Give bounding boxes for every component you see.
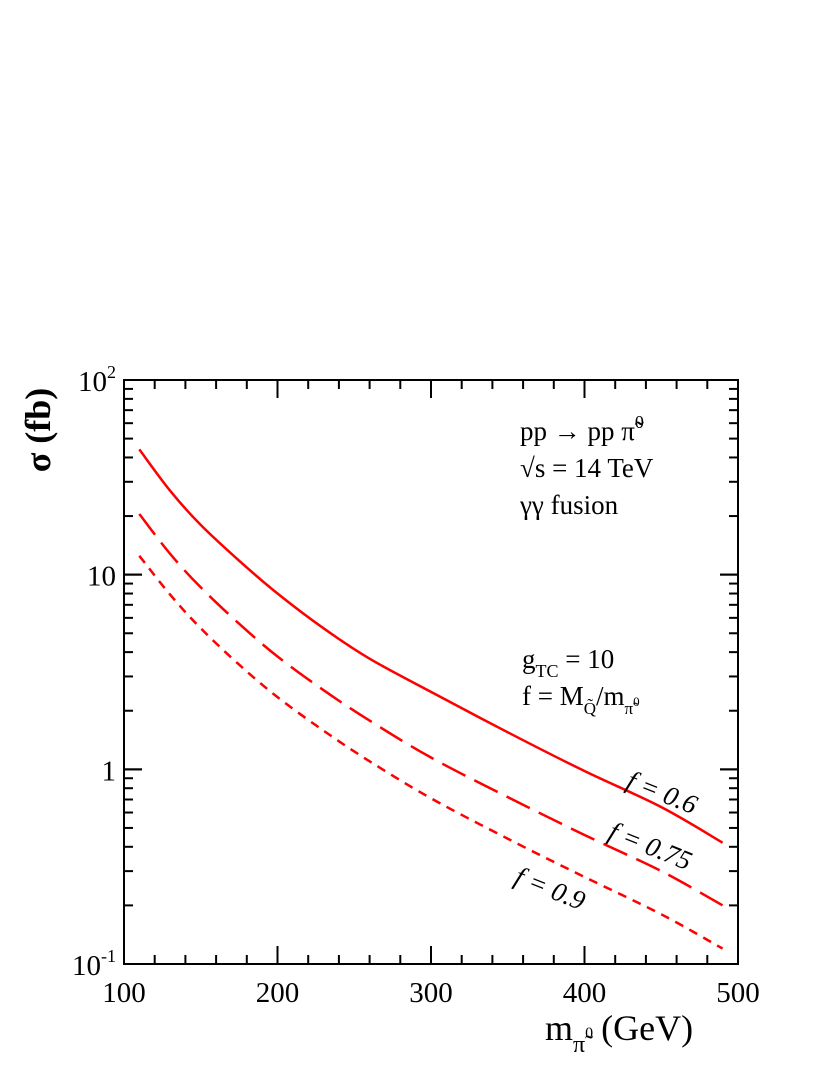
x-tick-label: 500 bbox=[716, 977, 760, 1009]
series-line-2 bbox=[138, 555, 724, 950]
y-tick-label: 1 bbox=[102, 755, 117, 787]
annotation-fusion: γγ fusion bbox=[519, 490, 619, 520]
x-tick-label: 200 bbox=[256, 977, 300, 1009]
x-tick-label: 400 bbox=[563, 977, 607, 1009]
x-tick-label: 300 bbox=[409, 977, 453, 1009]
annotation-process-text: pp → pp bbox=[520, 416, 621, 446]
annotation-gtc: gTC = 10 bbox=[522, 644, 614, 681]
series-line-1 bbox=[138, 513, 724, 907]
x-axis-title: mπ̃0 (GeV) bbox=[545, 1008, 693, 1058]
x-axis-title-sub-sup: 0 bbox=[585, 1025, 593, 1042]
annotation-fdef-sub1: Q̃ bbox=[584, 699, 596, 718]
x-tick-label: 100 bbox=[102, 977, 146, 1009]
annotation-sqrt-s: √s = 14 TeV bbox=[520, 453, 654, 483]
annotation-fdef-a: f = M bbox=[522, 681, 584, 711]
y-tick-label: 102 bbox=[78, 362, 116, 398]
series-line-0 bbox=[138, 448, 724, 844]
tick-labels-group: 100 200 300 400 500 10-1 1 10 102 bbox=[72, 362, 760, 1009]
curve-label-f-0-6: f = 0.6 bbox=[623, 765, 702, 820]
axis-ticks bbox=[123, 379, 739, 965]
annotation-process-sup: 0 bbox=[635, 412, 644, 432]
x-axis-title-unit: (GeV) bbox=[601, 1008, 693, 1048]
annotation-fdef-sub2-sup: 0 bbox=[633, 694, 640, 709]
annotation-process: pp → pp π̃0 bbox=[520, 412, 644, 446]
y-axis-title: σ (fb) bbox=[18, 388, 58, 473]
annotation-gtc-val: = 10 bbox=[559, 644, 615, 674]
annotation-gtc-sub: TC bbox=[536, 661, 559, 681]
x-axis-title-m: m bbox=[545, 1008, 573, 1048]
annotation-f-definition: f = MQ̃/mπ̃0 bbox=[522, 681, 640, 718]
y-tick-label: 10 bbox=[87, 561, 116, 593]
curves-group bbox=[138, 448, 724, 950]
y-tick-label: 10-1 bbox=[72, 946, 116, 982]
curve-label-f-0-9: f = 0.9 bbox=[511, 861, 590, 916]
annotation-fdef-b: /m bbox=[596, 681, 625, 711]
annotation-gtc-g: g bbox=[522, 644, 536, 674]
